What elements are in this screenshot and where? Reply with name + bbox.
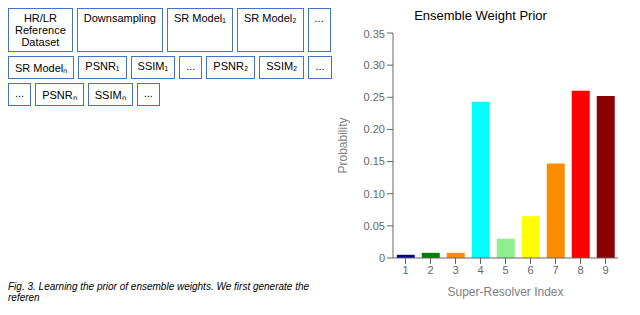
svg-text:3: 3 [452, 264, 458, 276]
svg-text:Probability: Probability [336, 117, 350, 173]
svg-text:1: 1 [402, 264, 408, 276]
svg-text:0.20: 0.20 [364, 123, 385, 135]
html-text:SR Modelₙ: SR Modelₙ [15, 62, 68, 74]
html-text:Ensemble Weight Prior: Ensemble Weight Prior [414, 8, 547, 23]
svg-text:8: 8 [577, 264, 583, 276]
svg-text:7: 7 [552, 264, 558, 276]
svg-text:0.05: 0.05 [364, 220, 385, 232]
svg-text:0.25: 0.25 [364, 91, 385, 103]
html-text:PSNR₁: PSNR₁ [85, 60, 120, 72]
svg-text:0.30: 0.30 [364, 59, 385, 71]
html-text:PSNR₂: PSNR₂ [213, 60, 249, 72]
svg-text:9: 9 [602, 264, 608, 276]
html-text:SSIM₂: SSIM₂ [266, 60, 298, 72]
svg-text:Super-Resolver Index: Super-Resolver Index [447, 285, 563, 299]
html-text:PSNRₙ: PSNRₙ [42, 89, 77, 101]
html-text:HR/LR Reference Dataset: HR/LR Reference Dataset [15, 12, 66, 48]
svg-text:0.35: 0.35 [364, 28, 385, 40]
svg-text:2: 2 [427, 264, 433, 276]
svg-text:0.10: 0.10 [364, 188, 385, 200]
svg-text:4: 4 [477, 264, 483, 276]
svg-text:0: 0 [379, 252, 385, 264]
svg-text:5: 5 [502, 264, 508, 276]
html-text:Downsampling: Downsampling [83, 12, 156, 24]
html-text:SSIMₙ: SSIMₙ [94, 89, 126, 101]
html-text:SR Model₁: SR Model₁ [173, 12, 226, 24]
svg-text:6: 6 [527, 264, 533, 276]
html-text:SR Model₂: SR Model₂ [243, 12, 297, 24]
html-text:SSIM₁: SSIM₁ [137, 60, 169, 72]
html-text:Fig. 3. Learning the prior of: Fig. 3. Learning the prior of ensemble w… [8, 281, 310, 303]
svg-text:0.15: 0.15 [364, 155, 385, 167]
